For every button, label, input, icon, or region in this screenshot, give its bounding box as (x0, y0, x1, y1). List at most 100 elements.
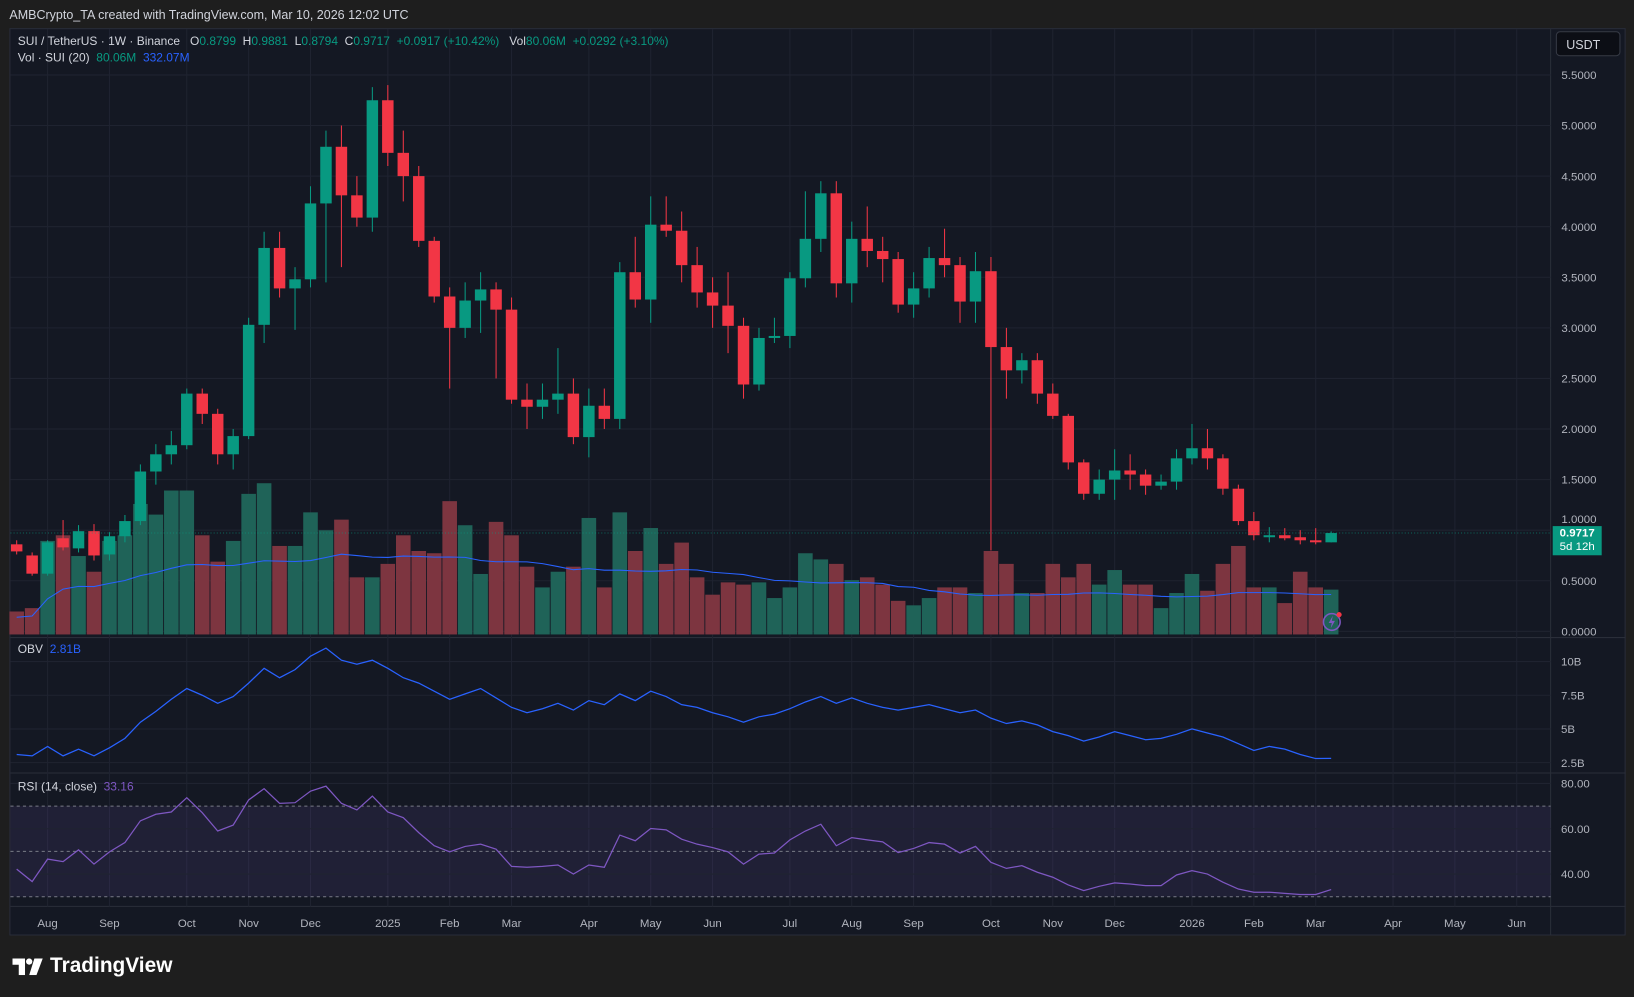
volume-bar (937, 587, 952, 635)
time-axis-label: Sep (903, 918, 923, 930)
time-axis-label: Apr (1384, 918, 1402, 930)
price-axis-label: 1.5000 (1561, 475, 1596, 487)
tradingview-logo[interactable]: TradingView (12, 954, 172, 978)
volume-bar (225, 540, 241, 635)
candle (598, 388, 611, 430)
candle (459, 282, 471, 338)
volume-indicator-value: 80.06M (96, 52, 137, 65)
candle-body (660, 224, 672, 231)
candle (1016, 353, 1028, 384)
candle-body (768, 335, 781, 338)
candle-body (583, 405, 595, 438)
candle (799, 191, 812, 288)
rsi-legend[interactable]: RSI (14, close) 33.16 (18, 781, 134, 794)
time-axis-label: Apr (580, 918, 598, 930)
candle (320, 130, 332, 283)
volume-indicator-legend[interactable]: Vol · SUI (20) 80.06M 332.07M (18, 52, 190, 65)
volume-bar (581, 517, 597, 635)
candle (134, 464, 147, 526)
volume-bar (844, 580, 860, 635)
volume-bar (1014, 593, 1030, 635)
obv-value: 2.81B (49, 643, 82, 657)
obv-axis-label: 7.5B (1561, 690, 1585, 702)
obv-axis-label: 2.5B (1561, 758, 1585, 770)
symbol-title[interactable]: SUI / TetherUS · 1W · Binance (17, 35, 181, 48)
candle (88, 524, 100, 561)
volume-indicator-title[interactable]: Vol · SUI (20) (17, 52, 90, 65)
currency-button[interactable]: USDT (1555, 31, 1621, 57)
volume-bar (782, 587, 798, 635)
candle (938, 228, 951, 278)
notification-dot (1336, 612, 1342, 618)
candle (706, 277, 719, 328)
candle (815, 181, 827, 252)
candle-body (72, 531, 85, 549)
volume-bar (473, 573, 488, 635)
volume-bar (241, 493, 256, 635)
candle-body (954, 265, 966, 302)
candle-body (351, 195, 363, 218)
candle (830, 181, 843, 298)
candle-body (1031, 360, 1044, 394)
candle (1062, 413, 1074, 470)
price-axis-label: 0.5000 (1561, 576, 1596, 588)
candle-body (969, 271, 982, 302)
candle (335, 125, 348, 268)
time-axis-label: Feb (1244, 918, 1264, 930)
candle-body (57, 538, 69, 548)
volume-bar (102, 540, 117, 635)
candle-body (629, 272, 641, 300)
volume-bar (148, 514, 164, 635)
price-axis-label: 3.5000 (1561, 272, 1596, 284)
candle-body (1294, 537, 1306, 541)
candle (258, 231, 270, 344)
candle-body (1279, 535, 1291, 539)
volume-bar (287, 545, 303, 635)
candle-body (737, 325, 750, 385)
volume-bar (813, 559, 829, 635)
volume-bar (1215, 563, 1231, 635)
volume-bar (210, 561, 226, 635)
candle (10, 540, 23, 555)
candle-body (861, 238, 873, 251)
volume-bar (705, 594, 720, 635)
obv-title[interactable]: OBV (17, 643, 44, 657)
candle-body (1124, 470, 1136, 475)
volume-bar (365, 577, 380, 635)
candle (490, 282, 502, 379)
volume-bar (1169, 593, 1184, 635)
candle-body (846, 238, 858, 284)
candle-body (1325, 533, 1337, 543)
candle (196, 388, 208, 424)
candle (505, 297, 518, 404)
candle-body (691, 265, 703, 293)
candle-body (227, 436, 239, 455)
bar-countdown: 5d 12h (1559, 540, 1595, 554)
candle (923, 246, 935, 298)
volume-bar (164, 490, 179, 635)
volume-bar (1060, 577, 1076, 635)
candle (846, 221, 858, 303)
volume-bar (859, 577, 875, 635)
symbol-legend[interactable]: SUI / TetherUS · 1W · Binance O0.8799 H0… (18, 35, 669, 48)
candle (521, 383, 533, 430)
obv-legend[interactable]: OBV 2.81B (18, 644, 81, 657)
candle (1309, 528, 1322, 545)
close-value: 0.9717 (353, 35, 390, 48)
rsi-title[interactable]: RSI (14, close) (17, 781, 97, 794)
obv-line (16, 647, 1332, 760)
volume-bar (566, 566, 581, 635)
candle (1170, 449, 1183, 490)
volume-bar (968, 593, 983, 635)
time-axis-label: Mar (502, 918, 522, 930)
candle (103, 532, 116, 561)
candle-body (1217, 458, 1229, 489)
volume-bar (349, 577, 365, 635)
volume-bar (519, 566, 535, 635)
volume-bar (1153, 608, 1169, 635)
volume-bar (999, 563, 1014, 635)
volume-bar (643, 528, 659, 635)
candle (1124, 454, 1136, 490)
candle-body (799, 238, 812, 279)
